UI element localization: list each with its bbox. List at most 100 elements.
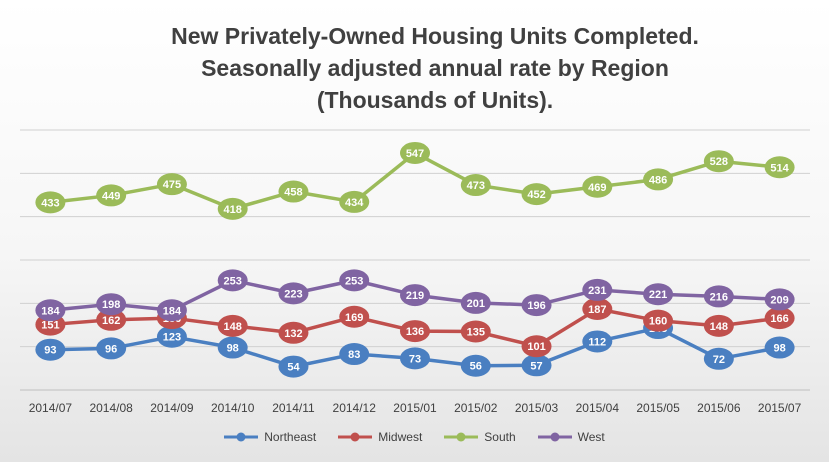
- data-label-south: 452: [527, 189, 545, 201]
- x-tick-label: 2014/12: [333, 401, 377, 415]
- chart-title-line-2: Seasonally adjusted annual rate by Regio…: [201, 55, 669, 81]
- data-point-south: [400, 141, 430, 164]
- chart-title-line-3: (Thousands of Units).: [316, 87, 554, 113]
- data-point-west: [35, 299, 66, 322]
- data-point-south: [764, 156, 795, 179]
- data-point-south: [643, 168, 674, 191]
- data-label-south: 418: [224, 204, 242, 216]
- data-label-midwest: 136: [406, 326, 424, 338]
- data-point-midwest: [400, 320, 430, 343]
- legend-label-west: West: [577, 430, 605, 444]
- x-tick-label: 2015/03: [515, 401, 559, 415]
- data-label-south: 473: [467, 180, 485, 192]
- data-point-northeast: [35, 338, 66, 361]
- data-point-midwest: [764, 307, 795, 330]
- data-point-south: [703, 150, 734, 173]
- data-point-south: [460, 174, 491, 197]
- data-point-south: [35, 191, 66, 214]
- data-label-west: 221: [649, 289, 667, 301]
- data-point-northeast: [217, 336, 248, 359]
- data-point-south: [217, 197, 248, 220]
- x-tick-label: 2014/09: [150, 401, 194, 415]
- x-tick-label: 2015/07: [758, 401, 802, 415]
- data-point-midwest: [278, 321, 309, 344]
- data-point-south: [96, 184, 127, 207]
- data-label-midwest: 151: [41, 320, 59, 332]
- data-point-midwest: [96, 308, 127, 331]
- x-tick-label: 2015/02: [454, 401, 498, 415]
- data-label-midwest: 169: [345, 312, 363, 324]
- legend-swatch-northeast: [224, 432, 259, 442]
- data-label-south: 547: [406, 148, 424, 160]
- data-point-west: [217, 269, 248, 292]
- legend-label-midwest: Midwest: [378, 430, 423, 444]
- data-point-midwest: [521, 335, 552, 358]
- legend-label-northeast: Northeast: [264, 430, 317, 444]
- legend-swatch-midwest: [338, 432, 373, 442]
- data-label-south: 528: [710, 156, 728, 168]
- data-point-northeast: [156, 325, 187, 348]
- data-point-northeast: [521, 354, 552, 377]
- data-label-west: 198: [102, 299, 120, 311]
- data-label-west: 201: [467, 298, 485, 310]
- data-label-northeast: 73: [409, 353, 421, 365]
- legend-item-south: South: [444, 430, 516, 444]
- legend-item-midwest: Midwest: [338, 430, 422, 444]
- data-point-west: [582, 278, 613, 301]
- x-tick-label: 2015/01: [393, 401, 437, 415]
- data-label-midwest: 160: [649, 316, 667, 328]
- data-point-west: [703, 285, 734, 308]
- legend-label-south: South: [484, 430, 516, 444]
- data-point-midwest: [460, 320, 491, 343]
- data-label-midwest: 166: [770, 313, 788, 325]
- x-tick-label: 2015/06: [697, 401, 741, 415]
- data-point-west: [339, 269, 370, 292]
- data-point-west: [643, 283, 674, 306]
- chart-title-line-1: New Privately-Owned Housing Units Comple…: [171, 23, 699, 49]
- data-point-midwest: [582, 297, 613, 320]
- data-label-south: 486: [649, 174, 667, 186]
- data-point-northeast: [339, 343, 370, 366]
- data-point-northeast: [278, 355, 309, 378]
- data-point-northeast: [582, 330, 613, 353]
- legend-swatch-south: [444, 432, 479, 442]
- data-point-west: [460, 291, 491, 314]
- data-label-south: 514: [770, 162, 789, 174]
- x-tick-label: 2015/04: [576, 401, 620, 415]
- data-label-west: 231: [588, 285, 606, 297]
- data-point-south: [582, 175, 613, 198]
- data-label-west: 219: [406, 290, 424, 302]
- x-tick-label: 2014/07: [29, 401, 73, 415]
- data-label-south: 458: [284, 187, 302, 199]
- data-label-south: 434: [345, 197, 364, 209]
- data-point-northeast: [460, 354, 491, 377]
- legend-item-northeast: Northeast: [224, 430, 316, 444]
- data-label-northeast: 93: [44, 345, 56, 357]
- data-label-northeast: 98: [227, 343, 239, 355]
- data-point-west: [764, 288, 795, 311]
- data-label-northeast: 54: [287, 362, 300, 374]
- data-label-midwest: 162: [102, 315, 120, 327]
- data-label-south: 433: [41, 197, 59, 209]
- data-label-northeast: 83: [348, 349, 360, 361]
- data-label-northeast: 72: [713, 354, 725, 366]
- data-label-south: 469: [588, 182, 606, 194]
- data-label-northeast: 56: [470, 361, 482, 373]
- data-point-northeast: [764, 336, 795, 359]
- data-label-northeast: 98: [773, 343, 785, 355]
- data-label-south: 449: [102, 190, 120, 202]
- data-label-south: 475: [163, 179, 181, 191]
- data-point-midwest: [703, 314, 734, 337]
- data-point-south: [339, 190, 370, 213]
- legend-swatch-west: [537, 432, 572, 442]
- data-label-northeast: 123: [163, 332, 181, 344]
- data-point-west: [521, 294, 552, 317]
- data-point-west: [96, 293, 127, 316]
- data-point-northeast: [400, 347, 430, 370]
- data-point-south: [278, 180, 309, 203]
- data-point-midwest: [217, 314, 248, 337]
- data-point-west: [400, 284, 430, 307]
- data-label-midwest: 148: [710, 321, 728, 333]
